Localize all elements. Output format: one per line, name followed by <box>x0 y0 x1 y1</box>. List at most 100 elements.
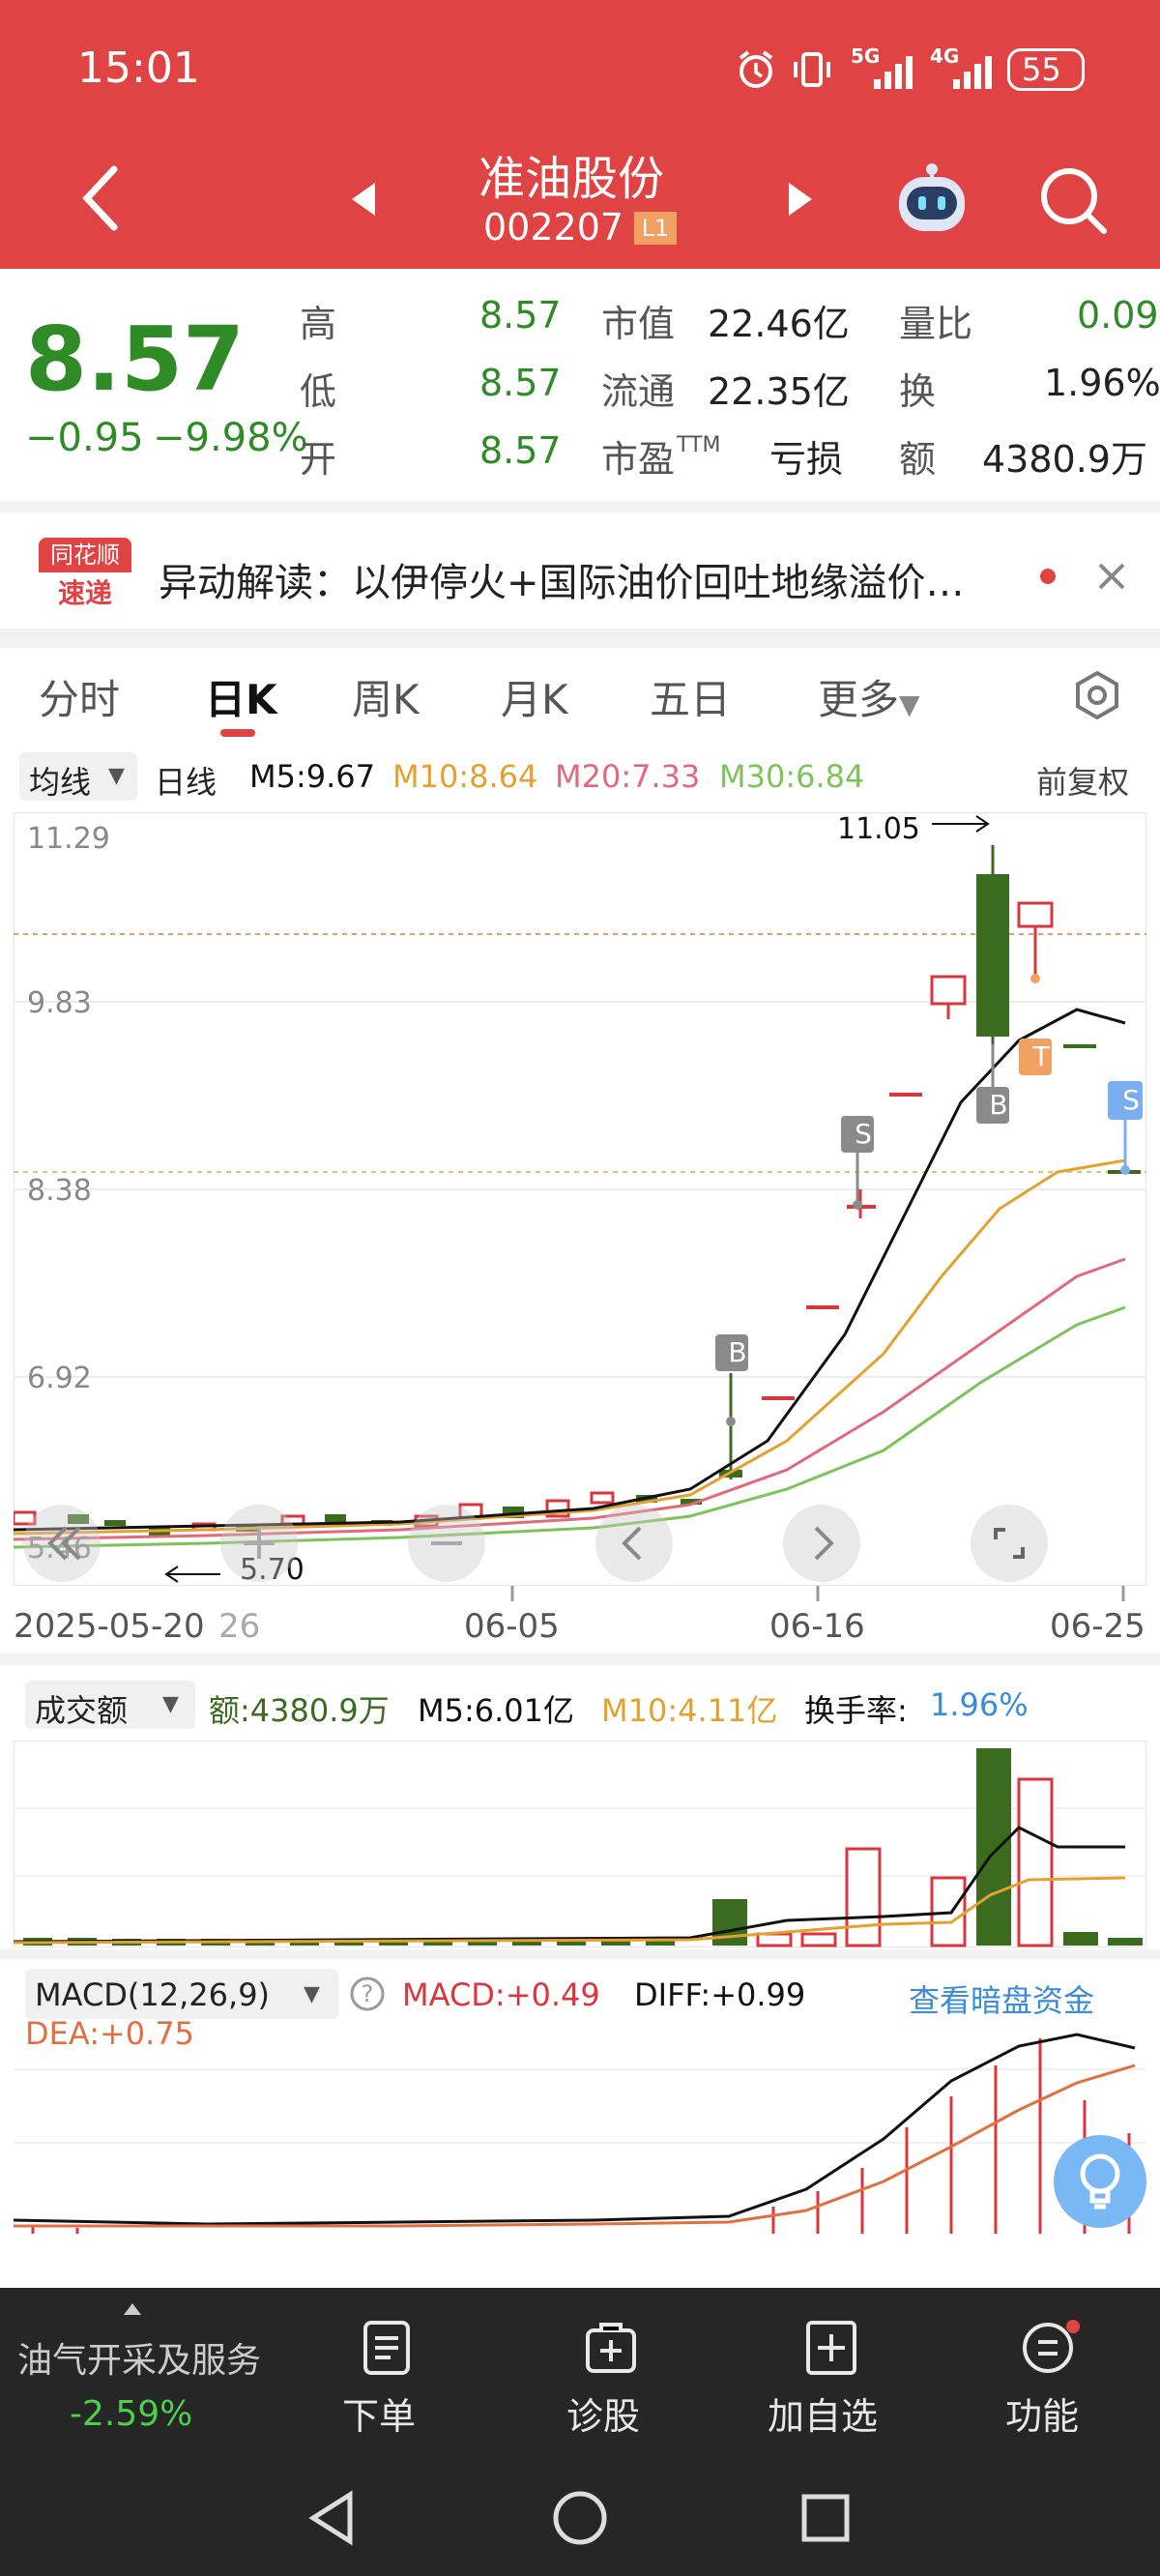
ma10-line <box>14 1158 1126 1536</box>
news-text: 异动解读：以伊停火+国际油价回吐地缘溢价… <box>159 561 965 605</box>
bottom-toolbar: 油气开采及服务 -2.59% 下单 诊股 加自选 功能 <box>0 2288 1160 2460</box>
high-label: 高 <box>300 303 337 345</box>
stock-name: 准油股份 <box>478 152 665 206</box>
x-label-4: 06-25 <box>1050 1607 1146 1646</box>
expand-arrow-icon[interactable] <box>122 2301 143 2317</box>
volume-amount: 额:4380.9万 <box>209 1692 390 1729</box>
price-change: −0.95 <box>25 416 144 460</box>
close-icon[interactable] <box>1092 557 1131 596</box>
volume-turnover-label: 换手率: <box>804 1692 908 1729</box>
tab-weekly[interactable]: 周K <box>352 676 420 723</box>
divider <box>0 1949 1160 1959</box>
x-axis: 2025-05-20 26 06-05 06-16 06-25 <box>0 1586 1160 1654</box>
y-label-top: 11.29 <box>27 822 110 856</box>
alarm-icon <box>735 48 777 91</box>
volume-panel: 成交额 ▼ 额:4380.9万 M5:6.01亿 M10:4.11亿 换手率: … <box>0 1673 1160 1953</box>
help-icon[interactable]: ? <box>348 1975 387 2013</box>
dark-pool-link[interactable]: 查看暗盘资金 <box>909 1982 1095 2019</box>
volume-turnover: 1.96% <box>930 1686 1029 1723</box>
y-label-2: 9.83 <box>27 986 92 1020</box>
dea-value: DEA:+0.75 <box>25 2015 195 2052</box>
ma30-line <box>14 1305 1126 1549</box>
high-value: 8.57 <box>479 294 562 337</box>
ma5-line <box>14 1008 1126 1532</box>
vibrate-icon <box>791 48 833 91</box>
divider <box>0 629 1160 648</box>
high-mark-label: 11.05 <box>837 812 920 846</box>
battery-icon: 55 <box>1007 48 1085 91</box>
mktcap-value: 22.46亿 <box>708 303 850 345</box>
tab-five-day[interactable]: 五日 <box>650 676 732 723</box>
x-label-2: 06-05 <box>464 1607 560 1646</box>
mktcap-label: 市值 <box>601 303 676 345</box>
fullscreen-button[interactable] <box>971 1505 1048 1582</box>
functions-button[interactable]: 功能 <box>992 2319 1108 2444</box>
pe-suffix: TTM <box>677 433 721 457</box>
low-mark-label: 5.70 <box>240 1553 304 1587</box>
macd-chart <box>14 2033 1146 2234</box>
float-label: 流通 <box>601 370 676 413</box>
ma20-line <box>14 1257 1126 1541</box>
jump-start-button[interactable] <box>23 1505 101 1582</box>
tab-more[interactable]: 更多▼ <box>818 676 920 723</box>
low-value: 8.57 <box>479 362 562 404</box>
add-watchlist-button[interactable]: 加自选 <box>764 2319 899 2444</box>
back-button[interactable] <box>73 160 131 237</box>
tab-daily[interactable]: 日K <box>205 676 277 723</box>
adjust-mode[interactable]: 前复权 <box>1036 764 1130 801</box>
ma30-value: M30:6.84 <box>719 758 865 795</box>
amount-label: 额 <box>899 438 937 481</box>
x-label-3: 06-16 <box>769 1607 865 1646</box>
system-home-icon[interactable] <box>549 2487 611 2549</box>
scroll-right-button[interactable] <box>783 1505 860 1582</box>
system-recents-icon[interactable] <box>795 2487 856 2549</box>
next-stock-button[interactable] <box>781 175 820 223</box>
tab-intraday[interactable]: 分时 <box>39 676 121 723</box>
zoom-out-button[interactable] <box>408 1505 485 1582</box>
unread-dot <box>1040 569 1056 584</box>
x-label-0: 2025-05-20 <box>14 1607 205 1646</box>
pe-label: 市盈 <box>601 438 676 481</box>
lightbulb-icon[interactable] <box>1054 2135 1146 2228</box>
ma-bar: 均线 ▼ 日线 M5:9.67 M10:8.64 M20:7.33 M30:6.… <box>0 745 1160 808</box>
prev-stock-button[interactable] <box>344 175 383 223</box>
ma-selector[interactable]: 均线 ▼ <box>19 752 137 801</box>
tab-monthly[interactable]: 月K <box>501 676 568 723</box>
diagnose-button[interactable]: 诊股 <box>553 2319 669 2444</box>
settings-icon[interactable] <box>1071 669 1123 721</box>
signal-4g-icon: 4G <box>930 44 1000 93</box>
diff-value: DIFF:+0.99 <box>634 1976 806 2013</box>
kline-chart[interactable]: 11.29 9.83 8.38 6.92 5.46 11.05 5.70 B S… <box>14 812 1146 1587</box>
sector-name[interactable]: 油气开采及服务 <box>17 2341 262 2381</box>
sell-marker-2: S <box>1122 1084 1140 1116</box>
y-label-4: 6.92 <box>27 1361 92 1395</box>
volume-bars <box>14 1741 1146 1947</box>
status-bar: 15:01 5G 4G 55 <box>0 0 1160 140</box>
volume-m5: M5:6.01亿 <box>418 1692 575 1729</box>
y-label-bottom: 5.46 <box>27 1532 92 1566</box>
y-label-3: 8.38 <box>27 1174 92 1208</box>
x-label-1: 26 <box>218 1607 261 1646</box>
scroll-left-button[interactable] <box>595 1505 673 1582</box>
signal-markers <box>715 974 1143 1426</box>
robot-assistant-icon[interactable] <box>891 160 972 241</box>
system-back-icon[interactable] <box>302 2487 363 2549</box>
macd-value: MACD:+0.49 <box>402 1976 600 2013</box>
macd-selector[interactable]: MACD(12,26,9) ▼ <box>25 1969 338 2019</box>
zoom-in-button[interactable] <box>220 1505 298 1582</box>
float-value: 22.35亿 <box>708 370 850 413</box>
volume-selector[interactable]: 成交额 ▼ <box>25 1681 195 1729</box>
navigation-bar: 准油股份 002207 L1 <box>0 140 1160 269</box>
status-time: 15:01 <box>77 44 200 93</box>
turnover-value: 1.96% <box>1044 362 1160 404</box>
tab-indicator <box>220 729 255 737</box>
buy-marker: B <box>728 1336 747 1368</box>
news-banner[interactable]: 同花顺 速递 异动解读：以伊停火+国际油价回吐地缘溢价… <box>0 512 1160 629</box>
search-icon[interactable] <box>1034 161 1112 239</box>
order-button[interactable]: 下单 <box>329 2319 445 2444</box>
quote-panel: 8.57 −0.95 −9.98% 高 8.57 低 8.57 开 8.57 市… <box>0 269 1160 501</box>
system-navigation <box>0 2460 1160 2576</box>
open-label: 开 <box>300 438 337 481</box>
sector-change: -2.59% <box>70 2394 193 2434</box>
macd-panel: MACD(12,26,9) ▼ ? MACD:+0.49 DIFF:+0.99 … <box>0 1963 1160 2234</box>
